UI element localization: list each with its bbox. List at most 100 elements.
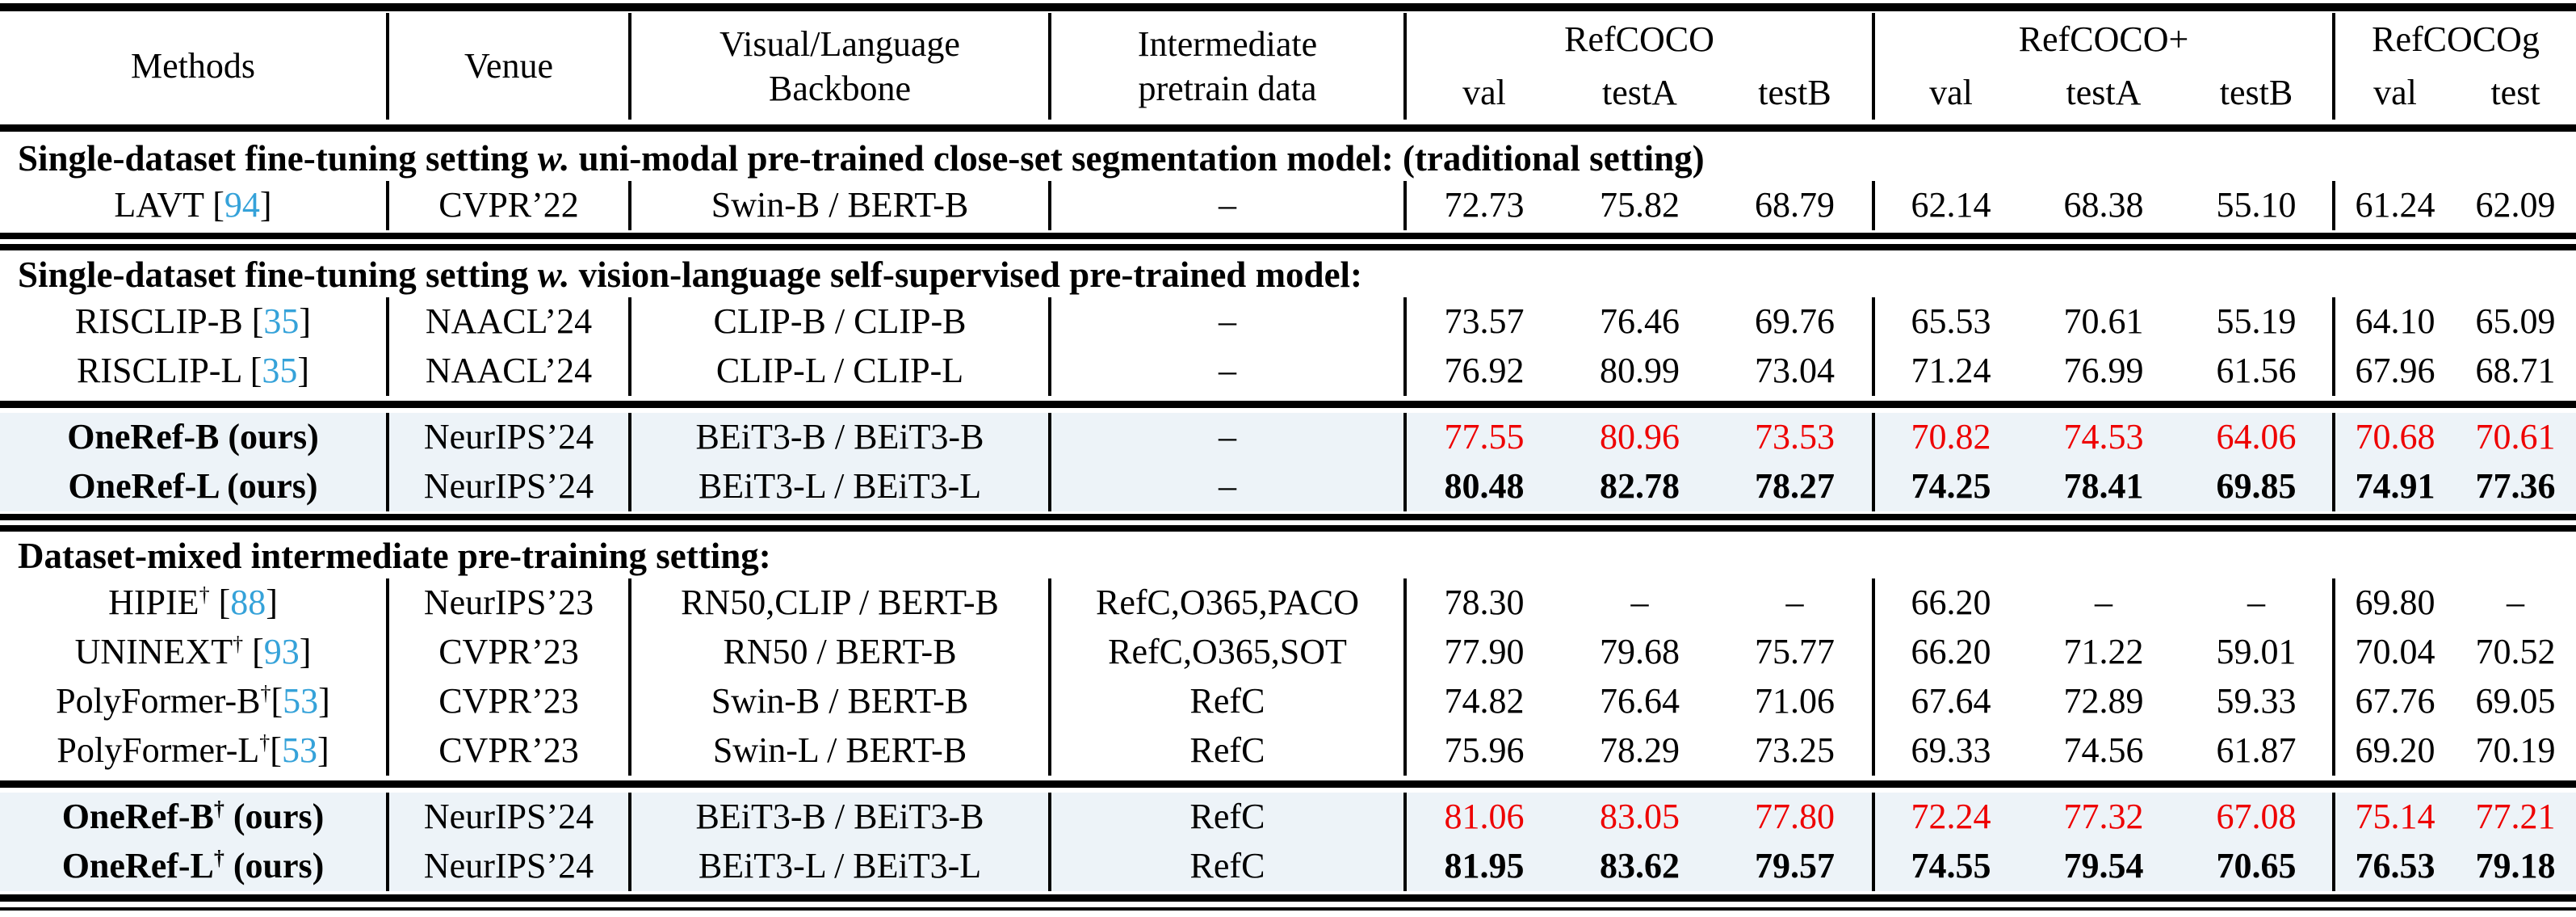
dagger-mark: † (259, 730, 271, 755)
metric-value: 75.14 (2334, 793, 2455, 842)
metric-value: 68.71 (2475, 351, 2556, 391)
venue-cell: NAACL’24 (388, 297, 631, 347)
metric-value: 70.61 (2455, 413, 2576, 462)
metric-value: 68.38 (2063, 185, 2144, 225)
horizontal-rule-double (0, 514, 2576, 532)
metric-value: 78.30 (1444, 583, 1525, 623)
metric-value: 76.64 (1600, 681, 1680, 721)
sub-header-refcoco-testA: testA (1602, 72, 1677, 112)
table-row: PolyFormer-L†[53] CVPR’23 Swin-L / BERT-B R… (0, 726, 2576, 776)
metric-value: 74.25 (1873, 462, 2027, 511)
metric-value: 69.76 (1718, 297, 1875, 347)
citation-link[interactable]: [93] (252, 632, 312, 672)
method-cell: OneRef-B† (ours) (0, 793, 389, 842)
backbone-cell: BEiT3-B / BEiT3-B (630, 793, 1051, 842)
citation-link[interactable]: [35] (250, 351, 310, 391)
citation-number[interactable]: 35 (263, 301, 300, 342)
metric-value: 77.21 (2455, 793, 2576, 842)
metric-value: 70.04 (2355, 632, 2435, 672)
method-name: OneRef-B (67, 417, 220, 457)
metric-value: 71.22 (2063, 632, 2144, 672)
metric-value: – (1718, 578, 1875, 628)
rule-cell (0, 230, 2576, 253)
rule-row (0, 776, 2576, 793)
method-name: RISCLIP-L (76, 351, 241, 391)
method-cell: RISCLIP-L [35] (0, 347, 389, 396)
dagger-mark: † (260, 681, 271, 705)
metric-value: 80.48 (1405, 462, 1562, 511)
col-header-venue: Venue (388, 13, 631, 120)
citation-number[interactable]: 35 (262, 351, 298, 391)
metric-value: 81.06 (1405, 793, 1562, 842)
col-header-methods: Methods (0, 13, 389, 120)
metric-value: 77.32 (2027, 793, 2180, 842)
method-cell: RISCLIP-B [35] (0, 297, 389, 347)
col-header-backbone: Visual/Language Backbone (630, 13, 1051, 120)
metric-value: 68.79 (1718, 181, 1875, 230)
metric-value: 72.89 (2063, 681, 2144, 721)
method-name: LAVT (114, 185, 204, 225)
metric-value: 64.06 (2180, 413, 2335, 462)
metric-value: 77.55 (1405, 413, 1562, 462)
section-title-text: uni-modal pre-trained close-set segmenta… (569, 137, 1705, 179)
method-name: OneRef-L (61, 846, 214, 886)
method-cell: HIPIE† [88] (0, 578, 389, 628)
metric-value: 81.95 (1405, 842, 1562, 891)
backbone-cell: Swin-L / BERT-B (630, 726, 1051, 776)
table-row: RISCLIP-L [35] NAACL’24 CLIP-L / CLIP-L –76… (0, 347, 2576, 396)
metric-value: 74.82 (1444, 681, 1525, 721)
citation-number[interactable]: 88 (230, 583, 266, 623)
horizontal-rule-single (0, 401, 2576, 408)
metric-value: – (2180, 578, 2335, 628)
section-title-row: Dataset-mixed intermediate pre-training … (0, 534, 2576, 578)
metric-value: 70.82 (1873, 413, 2027, 462)
pretrain-cell: RefC,O365,PACO (1050, 578, 1407, 628)
metric-value: 64.10 (2355, 301, 2435, 342)
metric-value: 77.36 (2455, 462, 2576, 511)
dagger-mark: † (213, 846, 224, 870)
metric-value: – (1630, 583, 1649, 623)
venue-cell: NeurIPS’24 (388, 842, 631, 891)
metric-value: 70.52 (2475, 632, 2556, 672)
citation-number[interactable]: 53 (281, 730, 317, 771)
venue-cell: CVPR’23 (388, 628, 631, 677)
pretrain-cell: RefC (1050, 726, 1407, 776)
citation-link[interactable]: [53] (271, 681, 330, 721)
table-row: OneRef-L (ours) NeurIPS’24 BEiT3-L / BEiT3… (0, 462, 2576, 511)
metric-value: 82.78 (1562, 462, 1718, 511)
section-title-text: Dataset-mixed intermediate pre-training … (18, 535, 771, 576)
citation-link[interactable]: [53] (270, 730, 329, 771)
metric-value: 79.54 (2027, 842, 2180, 891)
metric-value: 55.19 (2180, 297, 2335, 347)
citation-link[interactable]: [35] (251, 301, 312, 342)
citation-number[interactable]: 53 (283, 681, 319, 721)
metric-value: 71.06 (1718, 677, 1875, 726)
pretrain-cell: – (1050, 413, 1407, 462)
metric-value: 76.46 (1600, 301, 1680, 342)
citation-number[interactable]: 94 (224, 185, 260, 225)
method-name: OneRef-L (68, 466, 219, 507)
metric-value: 73.53 (1718, 413, 1875, 462)
rule-row (0, 0, 2576, 13)
metric-value: 78.29 (1600, 730, 1680, 771)
table-row: OneRef-B† (ours) NeurIPS’24 BEiT3-B / BEiT… (0, 793, 2576, 842)
backbone-cell: BEiT3-B / BEiT3-B (630, 413, 1051, 462)
section-title-text: w. (537, 254, 570, 295)
metric-value: 70.19 (2475, 730, 2556, 771)
metric-value: 61.56 (2180, 347, 2335, 396)
metric-value: 79.18 (2455, 842, 2576, 891)
rule-cell (0, 511, 2576, 534)
metric-value: 67.08 (2180, 793, 2335, 842)
method-cell: UNINEXT† [93] (0, 628, 389, 677)
citation-link[interactable]: [94] (212, 185, 272, 225)
col-header-pretrain-line1: Intermediate (1137, 24, 1318, 64)
metric-value: 73.25 (1718, 726, 1875, 776)
citation-number[interactable]: 93 (263, 632, 300, 672)
section-title-row: Single-dataset fine-tuning setting w. un… (0, 137, 2576, 181)
metric-value: 70.61 (2063, 301, 2144, 342)
metric-value: 67.76 (2355, 681, 2435, 721)
citation-link[interactable]: [88] (218, 583, 278, 623)
